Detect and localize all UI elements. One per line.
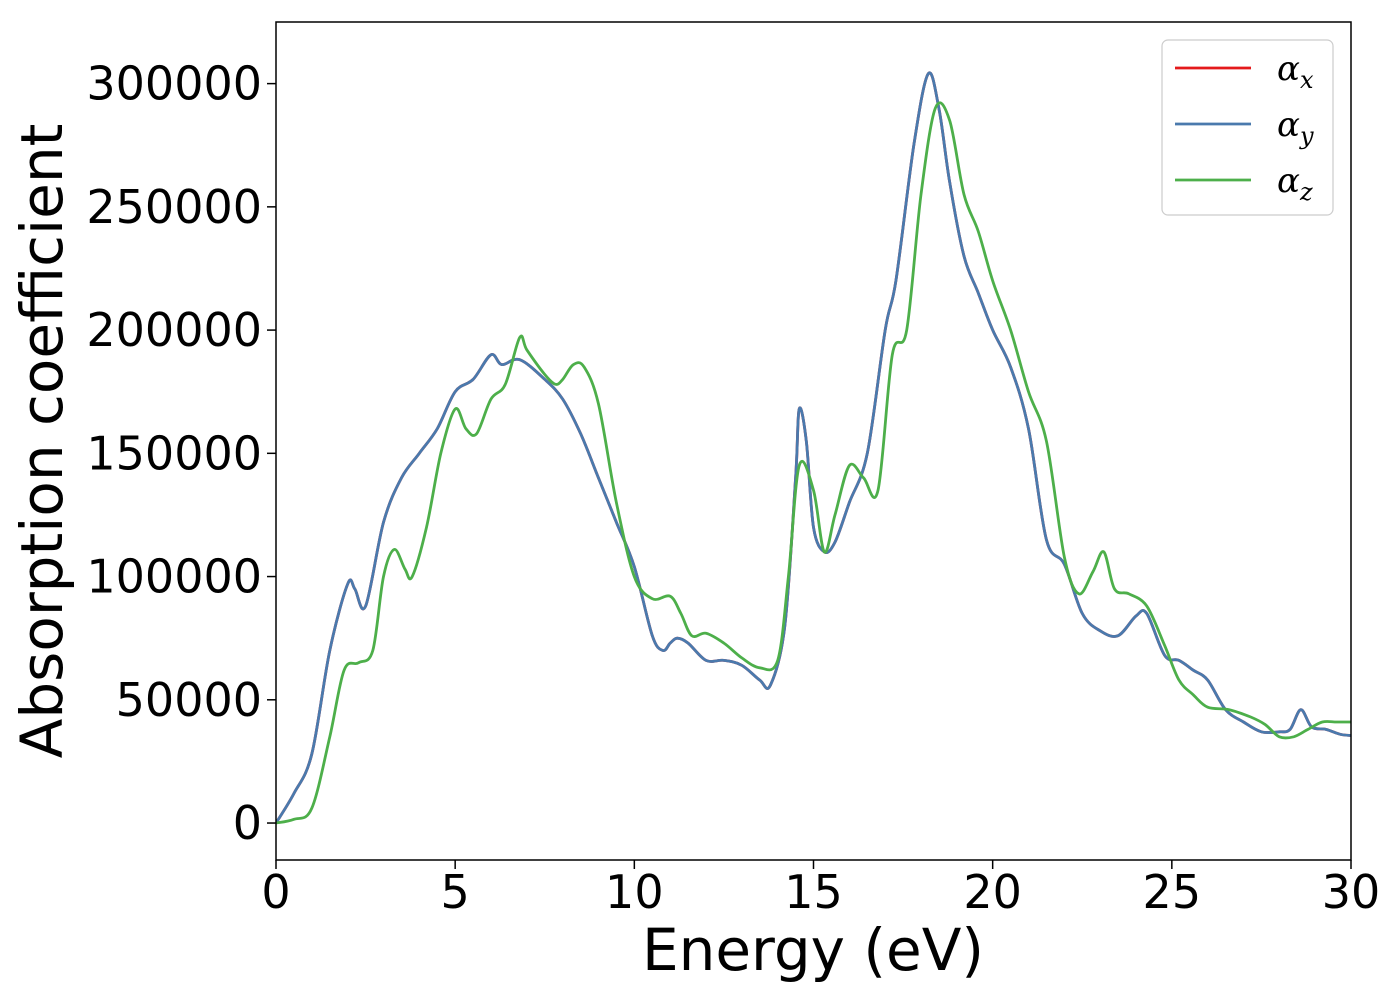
x-tick-label: 5	[441, 865, 470, 919]
legend-entries: αx αy αz	[1175, 49, 1314, 206]
y-tick-label: 0	[233, 796, 262, 850]
x-tick-label: 15	[784, 865, 843, 919]
legend-label-ay: αy	[1277, 105, 1314, 150]
y-tick-label: 200000	[86, 303, 262, 357]
y-tick-label: 150000	[86, 426, 262, 480]
x-tick-label: 0	[261, 865, 290, 919]
tick-layer: 0 5 10 15 20 25 30 0 50000 100000 150000 200000 2500…	[86, 57, 1380, 919]
series-line-az	[276, 101, 1351, 825]
y-tick-label: 50000	[116, 673, 262, 727]
y-axis-label: Absorption coefficient	[8, 124, 76, 759]
legend: αx αy αz	[1161, 39, 1334, 216]
y-tick-label: 250000	[86, 180, 262, 234]
x-tick-label: 30	[1322, 865, 1381, 919]
x-tick-label: 10	[605, 865, 664, 919]
x-axis-label: Energy (eV)	[642, 916, 984, 984]
y-tick-label: 100000	[86, 550, 262, 604]
legend-label-ax: αx	[1277, 49, 1314, 94]
legend-label-az: αz	[1277, 161, 1313, 206]
legend-box	[1161, 39, 1334, 216]
x-tick-label: 25	[1143, 865, 1202, 919]
series-layer	[276, 71, 1351, 825]
y-tick-label: 300000	[86, 57, 262, 111]
x-tick-label: 20	[963, 865, 1022, 919]
